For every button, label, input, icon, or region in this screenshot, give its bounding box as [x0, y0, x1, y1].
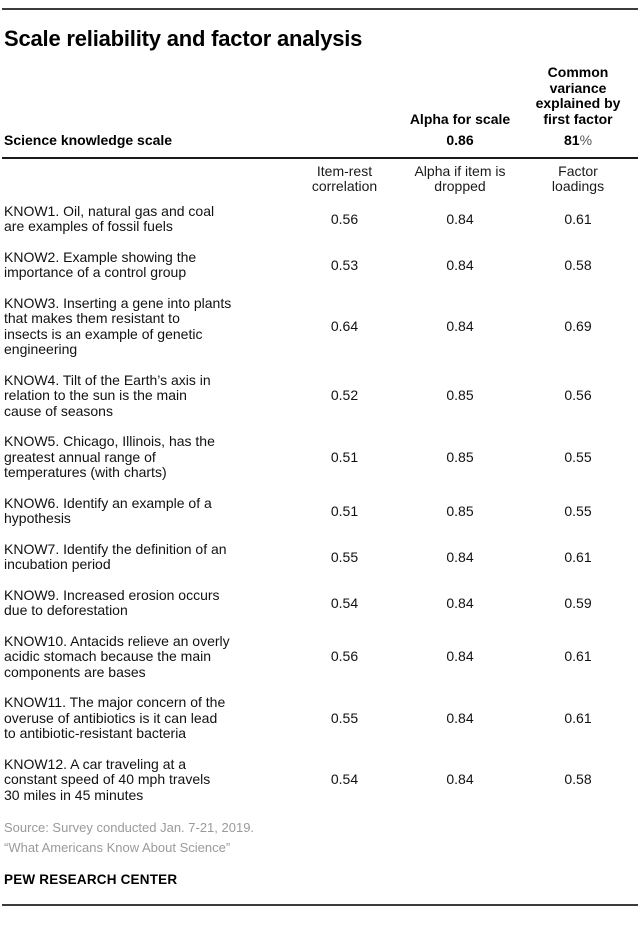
page-title: Scale reliability and factor analysis — [4, 26, 363, 51]
factor-loadings-column-header: Factor loadings — [551, 162, 605, 195]
row-label: KNOW10. Antacids relieve an overly acidi… — [4, 632, 230, 680]
row-item-rest-value: 0.56 — [330, 648, 359, 665]
row-item-rest-value: 0.53 — [330, 256, 359, 273]
row-label: KNOW6. Identify an example of a hypothes… — [4, 494, 212, 527]
row-item-rest-value: 0.51 — [330, 502, 359, 519]
table-row: KNOW11. The major concern of the overuse… — [4, 695, 638, 757]
item-rest-column-header: Item-rest correlation — [311, 162, 378, 195]
row-alpha-dropped-value: 0.84 — [446, 548, 474, 565]
row-item-rest-value: 0.55 — [330, 709, 359, 726]
row-alpha-dropped-value: 0.85 — [446, 448, 474, 465]
table-row: KNOW7. Identify the definition of an inc… — [4, 540, 638, 588]
row-label: KNOW3. Inserting a gene into plants that… — [4, 294, 232, 358]
row-label: KNOW7. Identify the definition of an inc… — [4, 540, 227, 573]
row-alpha-dropped-value: 0.85 — [446, 387, 474, 404]
row-label: KNOW4. Tilt of the Earth’s axis in relat… — [4, 371, 211, 419]
report-table-page: Scale reliability and factor analysis Al… — [2, 8, 638, 907]
row-label: KNOW11. The major concern of the overuse… — [4, 694, 226, 742]
row-factor-loading-value: 0.58 — [564, 256, 592, 273]
scale-row-label: Science knowledge scale — [4, 132, 173, 149]
row-factor-loading-value: 0.61 — [564, 548, 592, 565]
summary-header-row: Alpha for scale Common variance explaine… — [4, 65, 638, 127]
row-alpha-dropped-value: 0.84 — [446, 771, 474, 788]
row-item-rest-value: 0.54 — [330, 594, 359, 611]
row-item-rest-value: 0.56 — [330, 210, 359, 227]
row-factor-loading-value: 0.58 — [564, 771, 592, 788]
pew-research-center-wordmark: PEW RESEARCH CENTER — [4, 872, 178, 888]
table-row: KNOW10. Antacids relieve an overly acidi… — [4, 632, 638, 696]
source-line-1: Source: Survey conducted Jan. 7-21, 2019… — [4, 820, 255, 836]
row-factor-loading-value: 0.59 — [564, 594, 592, 611]
table-row: KNOW2. Example showing the importance of… — [4, 248, 638, 296]
table-body: KNOW1. Oil, natural gas and coal are exa… — [2, 202, 638, 819]
row-factor-loading-value: 0.55 — [564, 502, 592, 519]
column-header-spacer — [4, 164, 287, 195]
row-factor-loading-value: 0.61 — [564, 709, 592, 726]
row-label: KNOW5. Chicago, Illinois, has the greate… — [4, 433, 215, 481]
row-alpha-dropped-value: 0.84 — [446, 210, 474, 227]
alpha-dropped-column-header: Alpha if item is dropped — [414, 162, 506, 195]
source-note: Source: Survey conducted Jan. 7-21, 2019… — [4, 818, 638, 858]
column-header-row: Item-rest correlation Alpha if item is d… — [4, 159, 638, 204]
table-row: KNOW6. Identify an example of a hypothes… — [4, 494, 638, 542]
row-label: KNOW9. Increased erosion occurs due to d… — [4, 586, 220, 619]
variance-value: 81 — [563, 132, 580, 149]
row-alpha-dropped-value: 0.84 — [446, 318, 474, 335]
alpha-for-scale-value: 0.86 — [446, 132, 474, 149]
row-alpha-dropped-value: 0.84 — [446, 648, 474, 665]
row-item-rest-value: 0.52 — [330, 387, 359, 404]
row-label: KNOW1. Oil, natural gas and coal are exa… — [4, 202, 215, 235]
row-factor-loading-value: 0.56 — [564, 387, 592, 404]
variance-percent-sign: % — [579, 132, 593, 149]
table-row: KNOW1. Oil, natural gas and coal are exa… — [4, 202, 638, 250]
table-row: KNOW9. Increased erosion occurs due to d… — [4, 586, 638, 634]
header-divider — [2, 156, 638, 159]
table-row: KNOW4. Tilt of the Earth’s axis in relat… — [4, 371, 638, 435]
bottom-divider — [2, 904, 638, 907]
row-alpha-dropped-value: 0.84 — [446, 709, 474, 726]
row-factor-loading-value: 0.69 — [564, 318, 592, 335]
table-row: KNOW3. Inserting a gene into plants that… — [4, 294, 638, 373]
row-factor-loading-value: 0.55 — [564, 448, 592, 465]
row-label: KNOW12. A car traveling at a constant sp… — [4, 755, 211, 803]
table-row: KNOW5. Chicago, Illinois, has the greate… — [4, 434, 638, 496]
row-label: KNOW2. Example showing the importance of… — [4, 248, 197, 281]
variance-value-cell: 81% — [518, 133, 638, 149]
source-line-2: “What Americans Know About Science” — [4, 840, 231, 856]
row-alpha-dropped-value: 0.84 — [446, 594, 474, 611]
table-row: KNOW12. A car traveling at a constant sp… — [4, 755, 638, 819]
row-factor-loading-value: 0.61 — [564, 648, 592, 665]
row-alpha-dropped-value: 0.84 — [446, 256, 474, 273]
top-divider — [2, 8, 638, 10]
common-variance-header: Common variance explained by first facto… — [535, 64, 621, 127]
row-factor-loading-value: 0.61 — [564, 210, 592, 227]
row-item-rest-value: 0.54 — [330, 771, 359, 788]
row-item-rest-value: 0.55 — [330, 548, 359, 565]
alpha-for-scale-header: Alpha for scale — [409, 110, 511, 127]
scale-summary-row: Science knowledge scale 0.86 81% — [4, 133, 638, 157]
row-alpha-dropped-value: 0.85 — [446, 502, 474, 519]
row-item-rest-value: 0.51 — [330, 448, 359, 465]
row-item-rest-value: 0.64 — [330, 318, 359, 335]
